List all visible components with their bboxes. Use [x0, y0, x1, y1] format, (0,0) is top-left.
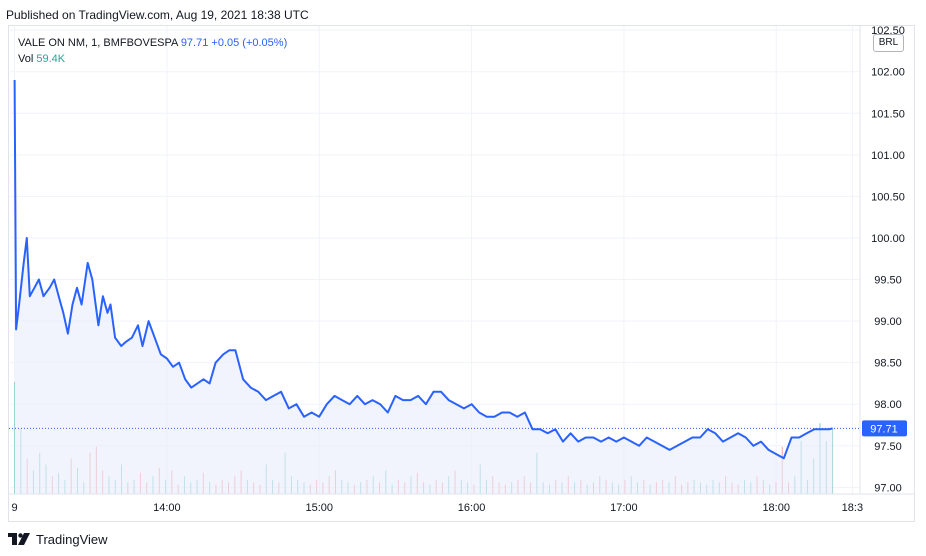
price-tick-label: 100.00	[871, 233, 905, 245]
price-tick-label: 97.50	[874, 441, 902, 453]
time-tick-label: 18:3	[842, 502, 863, 514]
price-tick-label: 101.50	[871, 108, 905, 120]
legend-row-price: VALE ON NM, 1, BMFBOVESPA 97.71 +0.05 (+…	[18, 35, 287, 51]
time-tick-label: 14:00	[153, 502, 181, 514]
volume-bar	[14, 381, 16, 494]
time-tick-label: 17:00	[610, 502, 638, 514]
price-tick-label: 101.00	[871, 150, 905, 162]
price-tick-label: 98.50	[874, 358, 902, 370]
time-tick-label: 9	[12, 502, 18, 514]
legend-price: 97.71	[180, 37, 209, 49]
tradingview-footer[interactable]: TradingView	[8, 530, 108, 548]
published-caption: Published on TradingView.com, Aug 19, 20…	[6, 8, 309, 22]
chart-legend[interactable]: VALE ON NM, 1, BMFBOVESPA 97.71 +0.05 (+…	[18, 35, 287, 67]
volume-value: 59.4K	[36, 53, 66, 65]
last-price-label: 97.71	[870, 423, 898, 435]
time-tick-label: 15:00	[305, 502, 333, 514]
price-tick-label: 99.00	[874, 316, 902, 328]
price-line-path	[13, 79, 833, 460]
volume-label: Vol	[18, 53, 34, 65]
price-tick-label: 97.00	[874, 482, 902, 494]
price-tick-label: 100.50	[871, 191, 905, 203]
tradingview-brand: TradingView	[36, 531, 108, 547]
price-area-fill	[14, 80, 833, 494]
last-price-tag: 97.71	[862, 420, 907, 437]
price-line	[13, 79, 833, 460]
legend-row-volume: Vol 59.4K	[18, 51, 287, 67]
time-tick-label: 18:00	[762, 502, 790, 514]
legend-change: +0.05 (+0.05%)	[211, 37, 288, 49]
chart-frame[interactable]	[8, 25, 915, 522]
price-area	[14, 80, 833, 494]
price-tick-label: 99.50	[874, 275, 902, 287]
time-tick-label: 16:00	[458, 502, 486, 514]
price-tick-label: 102.00	[871, 67, 905, 79]
currency-button[interactable]: BRL	[873, 34, 904, 52]
time-axis[interactable]: 9 14:00 15:00 16:00 17:00 18:00 18:3	[12, 502, 864, 514]
tradingview-logo-icon	[8, 533, 30, 545]
price-tick-label: 98.00	[874, 399, 902, 411]
symbol-title[interactable]: VALE ON NM, 1, BMFBOVESPA	[18, 37, 178, 49]
